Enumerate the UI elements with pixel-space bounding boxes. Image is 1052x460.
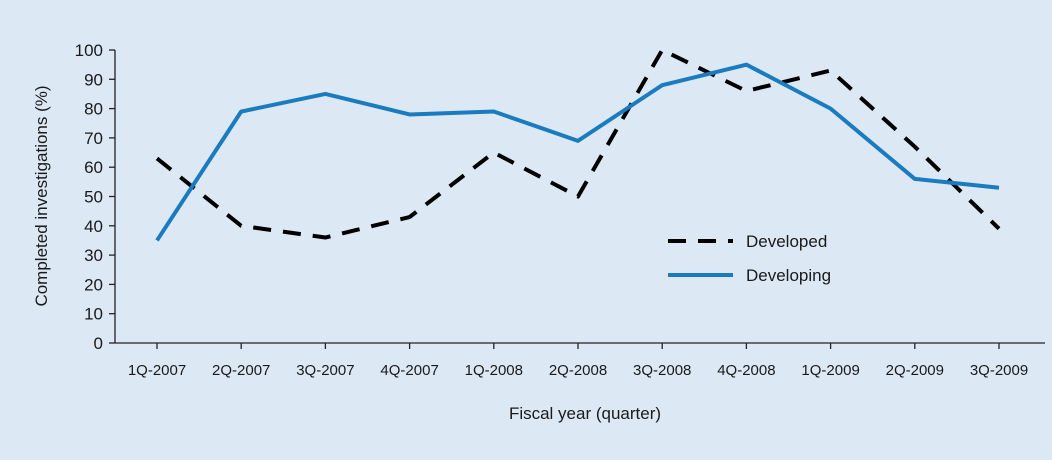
- x-tick-label: 1Q-2009: [801, 362, 859, 379]
- x-tick-label: 2Q-2007: [212, 362, 270, 379]
- x-tick-label: 4Q-2008: [717, 362, 775, 379]
- x-axis-label: Fiscal year (quarter): [509, 404, 661, 423]
- axes: 0 10 20 30 40 50 60 70 80 90 100 1Q-2007 2Q-2007 3Q-2…: [75, 41, 1045, 379]
- y-tick-label: 20: [84, 275, 103, 294]
- y-tick-label: 40: [84, 217, 103, 236]
- x-tick-label: 1Q-2008: [465, 362, 523, 379]
- legend-label-developed: Developed: [746, 232, 827, 251]
- y-tick-label: 80: [84, 100, 103, 119]
- y-tick-label: 60: [84, 158, 103, 177]
- y-axis-label: Completed investigations (%): [32, 85, 51, 306]
- y-tick-label: 100: [75, 41, 103, 60]
- x-tick-label: 3Q-2008: [633, 362, 691, 379]
- x-tick-label: 4Q-2007: [380, 362, 438, 379]
- x-tick-label: 1Q-2007: [128, 362, 186, 379]
- x-tick-label: 2Q-2009: [886, 362, 944, 379]
- x-tick-label: 3Q-2009: [970, 362, 1028, 379]
- series-line-developed: [155, 48, 1001, 240]
- y-tick-label: 30: [84, 246, 103, 265]
- y-tick-label: 0: [94, 334, 103, 353]
- x-tick-label: 2Q-2008: [549, 362, 607, 379]
- legend: Developed Developing: [668, 232, 831, 285]
- y-tick-label: 50: [84, 188, 103, 207]
- legend-label-developing: Developing: [746, 266, 831, 285]
- series-layer: [155, 48, 1001, 242]
- y-tick-label: 90: [84, 70, 103, 89]
- series-line-developing: [155, 62, 1000, 242]
- y-tick-label: 70: [84, 129, 103, 148]
- y-tick-label: 10: [84, 305, 103, 324]
- x-tick-label: 3Q-2007: [296, 362, 354, 379]
